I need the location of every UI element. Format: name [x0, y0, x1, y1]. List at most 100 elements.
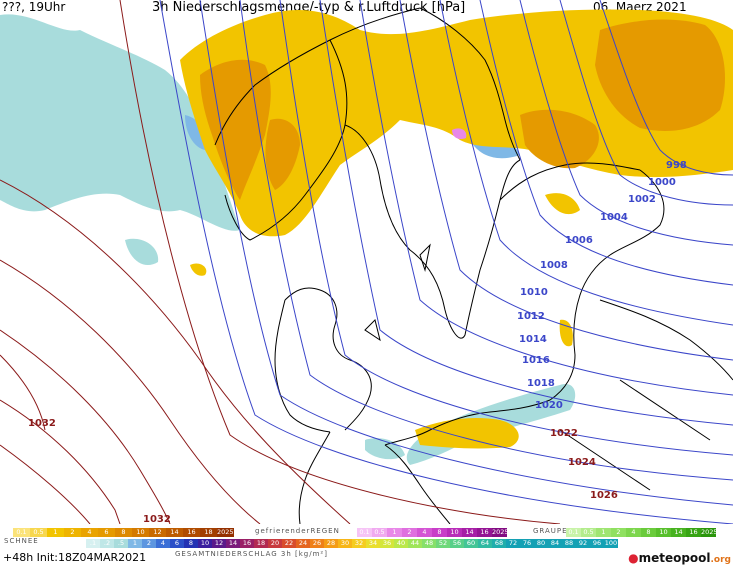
total-scale-swatch: 80 — [534, 539, 548, 548]
isobar-label-1032-south: 1032 — [143, 514, 171, 524]
isobar-label-1004: 1004 — [600, 212, 628, 223]
map-title: 3h Niederschlagsmenge/-typ & r.Luftdruck… — [152, 0, 466, 15]
isobar-label-1006: 1006 — [565, 235, 593, 246]
total-scale-swatch: 72 — [506, 539, 520, 548]
total-scale-swatch: 96 — [590, 539, 604, 548]
init-time-label: +48h Init:18Z04MAR2021 — [3, 551, 147, 564]
rain-scale-swatch: 16 — [183, 528, 200, 537]
freezing-rain-area — [452, 128, 467, 140]
total-scale-swatch: 12 — [212, 539, 226, 548]
isobar-label-1020: 1020 — [535, 400, 563, 411]
meteopool-logo[interactable]: ●meteopool.org — [628, 551, 731, 565]
total-scale-swatch: 8 — [184, 539, 198, 548]
rain-scale-swatch: 0.5 — [30, 528, 47, 537]
rain-scale-swatch: 18 — [200, 528, 217, 537]
rain-precipitation-area — [180, 9, 733, 449]
isobars-blue — [159, 0, 733, 524]
total-scale-swatch: 64 — [478, 539, 492, 548]
total-scale-swatch: 68 — [492, 539, 506, 548]
total-scale-swatch: 24 — [296, 539, 310, 548]
graupel-label: GRAUPEL — [533, 527, 573, 535]
graupel-scale-swatch: 16 — [686, 528, 701, 537]
isobar-label-1008: 1008 — [540, 260, 568, 271]
isobar-label-1026: 1026 — [590, 490, 618, 501]
freezing-scale-swatch: 0.1 — [357, 528, 372, 537]
total-scale-swatch: 92 — [576, 539, 590, 548]
total-scale-swatch: 100 — [604, 539, 618, 548]
total-scale-swatch: 60 — [464, 539, 478, 548]
graupel-scale-swatch: 4 — [626, 528, 641, 537]
logo-main-text: meteopool — [638, 551, 711, 565]
total-scale-swatch: 56 — [450, 539, 464, 548]
total-scale-swatch: 88 — [562, 539, 576, 548]
isobar-label-1032-west: 1032 — [28, 418, 56, 429]
total-scale-swatch: 10 — [198, 539, 212, 548]
isobar-label-1010: 1010 — [520, 287, 548, 298]
freezing-scale-swatch: 8 — [432, 528, 447, 537]
snow-label: SCHNEE — [4, 537, 39, 545]
isobars-red — [0, 0, 561, 524]
freezing-scale-swatch: 0.5 — [372, 528, 387, 537]
total-scale-swatch: 34 — [366, 539, 380, 548]
time-label: ???, 19Uhr — [2, 0, 66, 14]
total-scale-swatch: 26 — [310, 539, 324, 548]
total-scale-swatch: 84 — [548, 539, 562, 548]
isobar-label-1016: 1016 — [522, 355, 550, 366]
total-scale-swatch: 1 — [128, 539, 142, 548]
isobar-label-1000: 1000 — [648, 177, 676, 188]
isobar-labels: 998 1000 1002 1004 1006 1008 1010 1012 1… — [28, 160, 687, 524]
isobar-label-1014: 1014 — [519, 334, 547, 345]
logo-tld-text: .org — [710, 555, 731, 565]
total-scale-swatch: 6 — [170, 539, 184, 548]
freezing-scale-swatch: 4 — [417, 528, 432, 537]
total-scale-swatch: 18 — [254, 539, 268, 548]
isobar-label-998: 998 — [666, 160, 687, 171]
total-scale-swatch: .2 — [100, 539, 114, 548]
graupel-scale-swatch: 0.1 — [566, 528, 581, 537]
rain-scale-swatch: 1 — [47, 528, 64, 537]
total-scale-swatch: 44 — [408, 539, 422, 548]
rain-scale-swatch: 2 — [64, 528, 81, 537]
total-scale-swatch: 4 — [156, 539, 170, 548]
weather-map: 998 1000 1002 1004 1006 1008 1010 1012 1… — [0, 0, 733, 524]
coastlines — [214, 7, 733, 524]
graupel-scale-swatch: 2025+ — [701, 528, 716, 537]
total-scale-swatch: 30 — [338, 539, 352, 548]
graupel-scale-swatch: 2 — [611, 528, 626, 537]
freezing-scale-swatch: 14 — [462, 528, 477, 537]
rain-scale-swatch: 8 — [115, 528, 132, 537]
rain-scale-swatch: 6 — [98, 528, 115, 537]
graupel-scale-swatch: 10 — [656, 528, 671, 537]
freezing-scale-swatch: 1 — [387, 528, 402, 537]
total-scale-swatch: .1 — [86, 539, 100, 548]
freezing-scale-swatch: 2025+ — [492, 528, 507, 537]
isobar-label-1024: 1024 — [568, 457, 596, 468]
rain-scale-swatch: 2025+ — [217, 528, 234, 537]
total-scale-swatch: 14 — [226, 539, 240, 548]
graupel-scale-swatch: 1 — [596, 528, 611, 537]
total-scale-swatch: 36 — [380, 539, 394, 548]
total-scale-swatch: 52 — [436, 539, 450, 548]
rain-scale-swatch: 14 — [166, 528, 183, 537]
rain-scale-swatch: 12 — [149, 528, 166, 537]
total-scale-swatch: 16 — [240, 539, 254, 548]
graupel-scale-swatch: 14 — [671, 528, 686, 537]
total-scale-swatch: 20 — [268, 539, 282, 548]
total-scale-swatch: 40 — [394, 539, 408, 548]
graupel-scale-swatch: 8 — [641, 528, 656, 537]
isobar-label-1022: 1022 — [550, 428, 578, 439]
freezing-scale-swatch: 10 — [447, 528, 462, 537]
total-scale-swatch: 76 — [520, 539, 534, 548]
freezing-scale-swatch: 2 — [402, 528, 417, 537]
isobar-label-1018: 1018 — [527, 378, 555, 389]
total-scale-swatch: .5 — [114, 539, 128, 548]
total-scale-swatch: 32 — [352, 539, 366, 548]
total-scale-swatch: 28 — [324, 539, 338, 548]
isobar-label-1012: 1012 — [517, 311, 545, 322]
freezing-scale-swatch: 16 — [477, 528, 492, 537]
isobar-label-1002: 1002 — [628, 194, 656, 205]
